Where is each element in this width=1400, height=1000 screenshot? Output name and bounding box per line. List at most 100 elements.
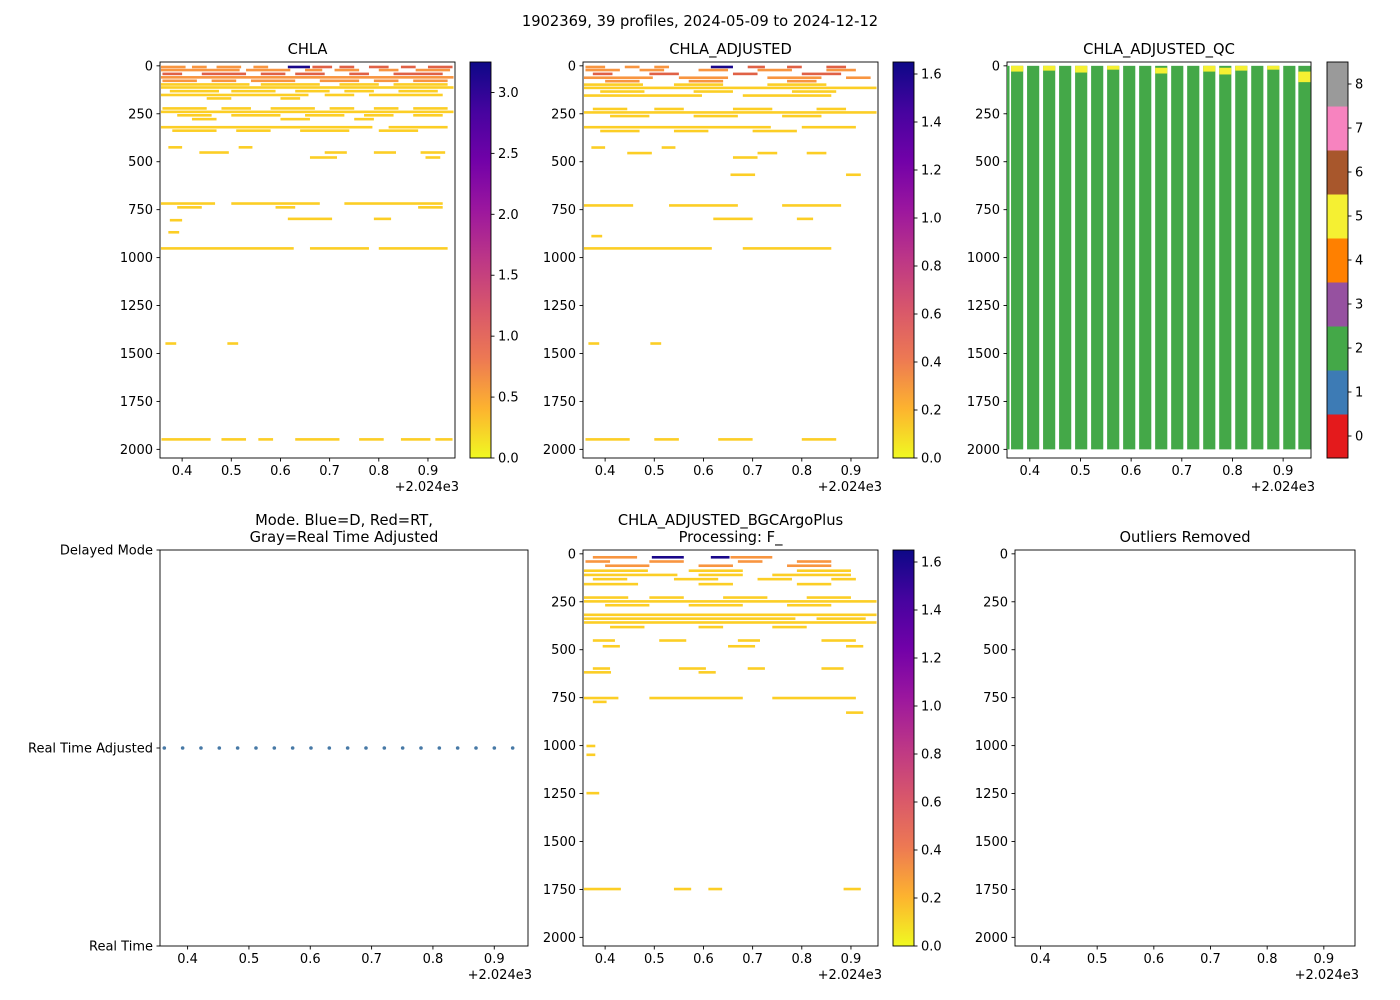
data-mark	[236, 129, 271, 132]
data-mark	[378, 68, 399, 72]
data-mark	[654, 107, 684, 111]
data-mark	[160, 65, 186, 69]
colorbar-tick-label: 1.5	[498, 269, 519, 284]
data-mark	[177, 206, 202, 209]
data-mark	[287, 217, 333, 221]
data-mark	[718, 438, 753, 441]
data-mark	[583, 596, 629, 599]
data-mark	[400, 65, 416, 69]
data-mark	[659, 639, 687, 642]
data-mark	[221, 438, 247, 441]
mode-dot	[474, 746, 478, 750]
panel-title: Mode. Blue=D, Red=RT,	[255, 512, 433, 529]
y-tick-label: 1750	[543, 395, 576, 410]
data-mark	[270, 107, 315, 110]
data-mark	[231, 89, 276, 93]
colorbar-tick-label: 1.0	[921, 212, 942, 227]
x-tick-label: 0.9	[841, 952, 862, 967]
data-mark	[791, 90, 837, 93]
y-tick-label: 2000	[120, 443, 153, 458]
x-offset-label: +2.024e3	[818, 968, 882, 983]
data-mark	[586, 753, 596, 757]
data-mark	[846, 76, 871, 80]
plot-area	[159, 549, 529, 947]
qc-bar-cap	[1043, 65, 1056, 71]
data-mark	[583, 617, 796, 620]
y-category-label: Real Time Adjusted	[28, 742, 153, 757]
data-mark	[435, 438, 453, 441]
x-tick-label: 0.6	[1143, 952, 1164, 967]
data-mark	[160, 76, 454, 79]
colorbar-tick-label: 0.8	[921, 748, 942, 763]
data-mark	[324, 93, 355, 97]
y-tick-label: 500	[128, 155, 153, 170]
x-tick-label: 0.9	[1273, 464, 1294, 479]
x-tick-label: 0.6	[1121, 464, 1142, 479]
x-tick-label: 0.4	[595, 952, 616, 967]
data-mark	[334, 68, 360, 72]
y-category-label: Real Time	[89, 940, 153, 955]
data-mark	[821, 667, 844, 670]
y-tick-label: 750	[551, 691, 576, 706]
data-mark	[160, 86, 454, 89]
data-mark	[806, 151, 827, 155]
qc-bar	[1007, 65, 1010, 450]
data-mark	[168, 146, 183, 149]
data-mark	[373, 79, 399, 83]
data-mark	[782, 114, 822, 118]
x-tick-label: 0.7	[1171, 464, 1192, 479]
data-mark	[199, 151, 229, 154]
y-tick-label: 1250	[967, 299, 1000, 314]
data-mark	[260, 83, 320, 86]
data-mark	[344, 202, 443, 205]
data-mark	[339, 83, 379, 86]
data-mark	[591, 146, 606, 149]
data-mark	[425, 156, 441, 159]
mode-dot	[345, 746, 350, 750]
data-mark	[221, 107, 251, 110]
plot-area	[159, 61, 456, 459]
data-mark	[610, 114, 650, 118]
data-mark	[354, 117, 374, 121]
x-tick-label: 0.8	[368, 464, 389, 479]
data-mark	[661, 146, 676, 149]
y-tick-label: 1500	[967, 347, 1000, 362]
panel-title: CHLA_ADJUSTED_QC	[1083, 41, 1235, 58]
data-mark	[688, 603, 743, 607]
data-mark	[413, 114, 443, 117]
panel-qc: CHLA_ADJUSTED_QC 0.4 0.5 0.6 0.7 0.8 0.9+2.024…	[967, 41, 1315, 495]
data-mark	[678, 76, 729, 80]
qc-bar-cap	[1011, 65, 1024, 72]
y-tick-label: 250	[551, 595, 576, 610]
data-mark	[673, 887, 692, 891]
qc-bar	[1059, 65, 1072, 450]
data-mark	[757, 577, 792, 581]
panel-title: Outliers Removed	[1119, 529, 1250, 546]
colorbar-tick-label: 1.0	[921, 700, 942, 715]
data-mark	[600, 129, 640, 133]
panel-title: CHLA_ADJUSTED	[669, 41, 792, 58]
colorbar-block	[1327, 238, 1348, 283]
data-mark	[752, 129, 797, 133]
colorbar-tick-label: 2.0	[498, 208, 519, 223]
x-tick-label: 0.7	[742, 952, 763, 967]
data-mark	[329, 107, 355, 110]
data-mark	[592, 72, 613, 76]
data-mark	[295, 72, 325, 76]
data-mark	[583, 247, 712, 250]
data-mark	[583, 671, 612, 674]
data-mark	[831, 577, 856, 581]
x-tick-label: 0.5	[644, 464, 665, 479]
panel-mode: Mode. Blue=D, Red=RT,Gray=Real Time Adju…	[28, 512, 532, 983]
data-mark	[698, 564, 733, 568]
y-tick-label: 1500	[543, 347, 576, 362]
data-mark	[583, 204, 634, 207]
colorbar-block	[1327, 194, 1348, 239]
data-mark	[592, 555, 638, 559]
data-mark	[757, 151, 778, 155]
x-tick-label: 0.5	[239, 952, 260, 967]
colorbar-tick-label: 4	[1355, 254, 1363, 269]
x-tick-label: 0.6	[693, 952, 714, 967]
mode-dot	[217, 746, 222, 750]
